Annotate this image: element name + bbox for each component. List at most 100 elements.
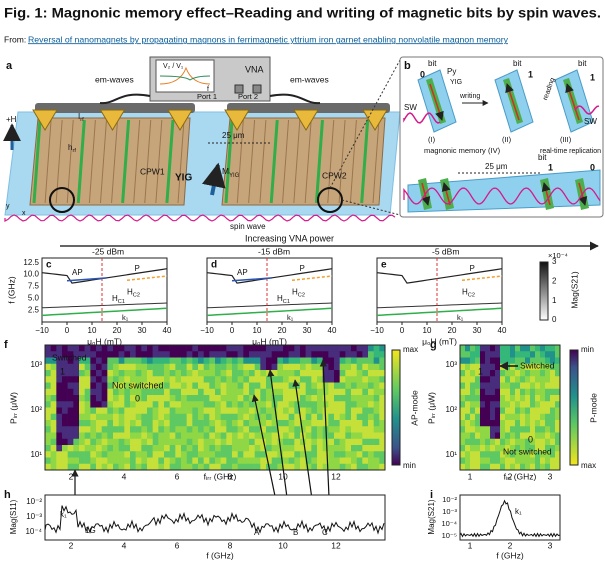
heat-cell <box>505 463 511 471</box>
heat-cell <box>334 445 340 452</box>
heat-cell <box>277 457 284 465</box>
heat-cell <box>510 345 516 352</box>
heat-cell <box>50 363 57 371</box>
heat-cell <box>525 351 531 358</box>
heat-cell <box>339 376 346 383</box>
heat-cell <box>169 432 176 440</box>
heat-cell <box>124 376 131 383</box>
label: 25 μm <box>222 131 245 140</box>
heat-cell <box>339 407 346 415</box>
heat-cell <box>260 463 267 471</box>
heat-cell <box>192 445 199 452</box>
heat-cell <box>339 432 346 440</box>
heat-cell <box>152 376 159 383</box>
heat-cell <box>356 413 363 421</box>
label: 10³ <box>30 360 42 369</box>
heat-cell <box>260 395 267 402</box>
heat-cell <box>118 345 125 352</box>
heat-cell <box>209 345 216 352</box>
heat-cell <box>50 382 57 390</box>
heat-cell <box>45 363 51 371</box>
heat-cell <box>232 370 238 377</box>
label: k₁ <box>515 507 522 516</box>
heat-cell <box>90 376 97 383</box>
heat-cell <box>465 388 471 396</box>
heat-cell <box>84 426 91 433</box>
heat-cell <box>460 388 466 396</box>
heat-cell <box>305 351 312 358</box>
heat-cell <box>328 345 335 352</box>
heat-cell <box>490 407 496 415</box>
heat-cell <box>495 463 501 471</box>
heat-cell <box>96 438 102 446</box>
label: bit <box>538 153 547 162</box>
heat-cell <box>470 363 476 371</box>
heat-cell <box>515 370 521 377</box>
heat-cell <box>288 426 295 433</box>
heat-cell <box>226 457 233 465</box>
heat-cell <box>470 376 476 383</box>
heat-cell <box>317 457 323 465</box>
heat-cell <box>113 395 119 402</box>
heat-cell <box>485 413 491 421</box>
heat-cell <box>520 370 526 377</box>
heat-cell <box>124 401 131 408</box>
heat-cell <box>113 413 119 421</box>
heat-cell <box>465 463 471 471</box>
heat-cell <box>203 382 210 390</box>
heat-cell <box>294 420 301 427</box>
heat-cell <box>243 351 250 358</box>
heat-cell <box>152 413 159 421</box>
heat-cell <box>535 432 541 440</box>
heat-cell <box>530 438 536 446</box>
heat-cell <box>322 345 329 352</box>
path <box>88 119 96 204</box>
heat-cell <box>147 363 153 371</box>
heat-cell <box>181 363 187 371</box>
heat-cell <box>485 426 491 433</box>
heat-cell <box>288 370 295 377</box>
label: YIG <box>450 79 462 86</box>
source-link[interactable]: Reversal of nanomagnets by propagating m… <box>28 34 509 44</box>
heat-cell <box>135 426 142 433</box>
heat-cell <box>220 382 227 390</box>
heat-cell <box>260 401 267 408</box>
label: B <box>293 528 298 537</box>
heat-cell <box>373 401 380 408</box>
path <box>159 75 211 81</box>
heat-cell <box>198 413 204 421</box>
heat-cell <box>328 388 335 396</box>
heat-cell <box>175 382 182 390</box>
heat-cell <box>356 345 363 352</box>
heat-cell <box>545 363 551 371</box>
heat-cell <box>260 357 267 365</box>
label: 6 <box>175 471 180 481</box>
heat-cell <box>550 376 556 383</box>
heat-cell <box>249 457 255 465</box>
label-sub: rf <box>80 117 84 123</box>
heat-cell <box>283 438 289 446</box>
heat-cell <box>101 438 108 446</box>
heat-cell <box>500 438 506 446</box>
heat-cell <box>107 407 114 415</box>
path <box>441 182 451 206</box>
heat-cell <box>209 413 216 421</box>
heat-cell <box>500 401 506 408</box>
path <box>206 307 333 317</box>
heat-cell <box>254 463 261 471</box>
heat-cell <box>362 370 369 377</box>
heat-cell <box>90 401 97 408</box>
label: 2 <box>69 540 74 550</box>
label: 40 <box>328 326 337 335</box>
heat-cell <box>209 432 216 440</box>
heat-cell <box>56 463 63 471</box>
heat-cell <box>510 451 516 458</box>
heat-cell <box>345 351 352 358</box>
heat-cell <box>271 413 278 421</box>
heat-cell <box>550 445 556 452</box>
heat-cell <box>550 351 556 358</box>
heat-cell <box>266 363 272 371</box>
heat-cell <box>288 401 295 408</box>
label: c <box>46 260 52 271</box>
heat-cell <box>243 382 250 390</box>
